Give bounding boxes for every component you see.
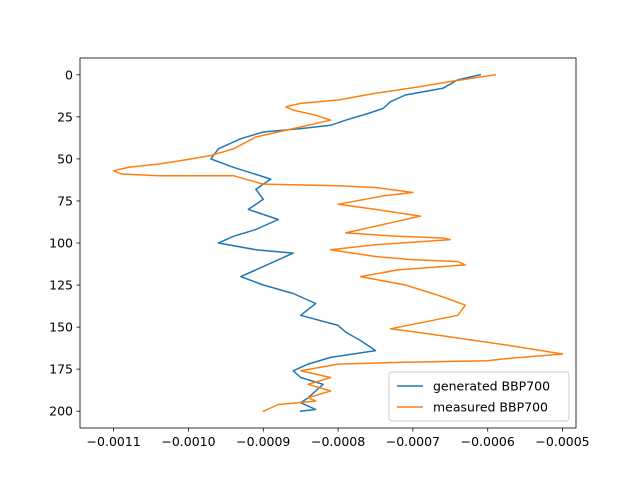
series-layer bbox=[112, 73, 564, 413]
legend-label-generated: generated BBP700 bbox=[433, 379, 550, 394]
x-tick-label: −0.0011 bbox=[87, 434, 141, 449]
y-axis: 0 25 50 75 100 125 150 175 200 bbox=[49, 67, 80, 419]
legend-label-measured: measured BBP700 bbox=[433, 400, 548, 415]
y-tick-label: 125 bbox=[49, 278, 73, 293]
x-tick-label: −0.0009 bbox=[236, 434, 290, 449]
series-line-generated bbox=[210, 73, 482, 413]
x-tick-label: −0.0010 bbox=[161, 434, 215, 449]
y-tick-label: 25 bbox=[57, 109, 73, 124]
y-tick-label: 175 bbox=[49, 362, 73, 377]
series-line-measured bbox=[112, 73, 564, 413]
x-tick-label: −0.0005 bbox=[535, 434, 589, 449]
y-tick-label: 100 bbox=[49, 236, 73, 251]
legend-box bbox=[388, 371, 570, 422]
y-tick-label: 0 bbox=[65, 67, 73, 82]
y-tick-label: 200 bbox=[49, 404, 73, 419]
x-tick-label: −0.0008 bbox=[311, 434, 365, 449]
x-axis: −0.0011 −0.0010 −0.0009 −0.0008 −0.0007 −0.00… bbox=[87, 428, 590, 449]
y-tick-label: 75 bbox=[57, 193, 73, 208]
y-tick-label: 150 bbox=[49, 320, 73, 335]
legend: generated BBP700 measured BBP700 bbox=[388, 371, 570, 422]
y-tick-label: 50 bbox=[57, 151, 73, 166]
x-tick-label: −0.0006 bbox=[461, 434, 515, 449]
x-tick-label: −0.0007 bbox=[386, 434, 440, 449]
